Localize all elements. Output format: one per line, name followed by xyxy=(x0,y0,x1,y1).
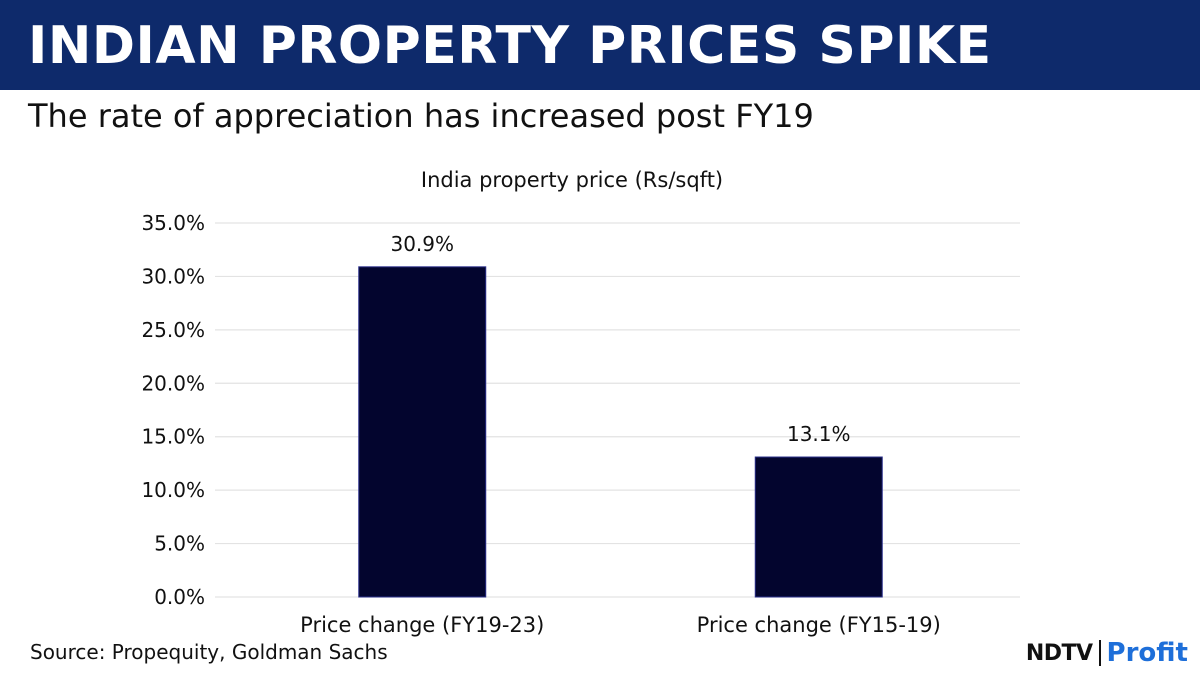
category-label: Price change (FY19-23) xyxy=(300,613,544,637)
y-axis-tick-labels: 0.0% 5.0% 10.0% 15.0% 20.0% 25.0% 30.0% 35.0% xyxy=(141,211,205,609)
y-tick-label: 15.0% xyxy=(141,425,205,449)
chart-title: India property price (Rs/sqft) xyxy=(421,168,723,192)
y-tick-label: 35.0% xyxy=(141,211,205,235)
title-banner: INDIAN PROPERTY PRICES SPIKE xyxy=(0,0,1200,90)
y-tick-label: 20.0% xyxy=(141,371,205,395)
bars xyxy=(358,266,883,598)
subheadline: The rate of appreciation has increased p… xyxy=(28,97,814,135)
y-tick-label: 30.0% xyxy=(141,264,205,288)
bar-chart: India property price (Rs/sqft) 0.0% 5.0% 1… xyxy=(141,168,1020,637)
headline: INDIAN PROPERTY PRICES SPIKE xyxy=(28,16,992,76)
profit-logo-text: Profit xyxy=(1106,638,1188,668)
y-tick-label: 0.0% xyxy=(154,585,205,609)
bar-data-label: 13.1% xyxy=(787,422,851,446)
y-tick-label: 5.0% xyxy=(154,532,205,556)
category-label: Price change (FY15-19) xyxy=(697,613,941,637)
y-tick-label: 10.0% xyxy=(141,478,205,502)
bar xyxy=(754,456,883,598)
bar-data-labels: 30.9% 13.1% xyxy=(390,232,850,446)
source-note: Source: Propequity, Goldman Sachs xyxy=(30,640,388,664)
logo-divider xyxy=(1098,640,1101,666)
bar xyxy=(358,266,487,598)
y-tick-label: 25.0% xyxy=(141,318,205,342)
ndtv-logo-text: NDTV xyxy=(1025,640,1093,666)
gridlines xyxy=(215,222,1020,598)
brand-logo: NDTV Profit xyxy=(1026,636,1188,670)
x-axis-category-labels: Price change (FY19-23) Price change (FY15… xyxy=(300,613,941,637)
bar-data-label: 30.9% xyxy=(390,232,454,256)
